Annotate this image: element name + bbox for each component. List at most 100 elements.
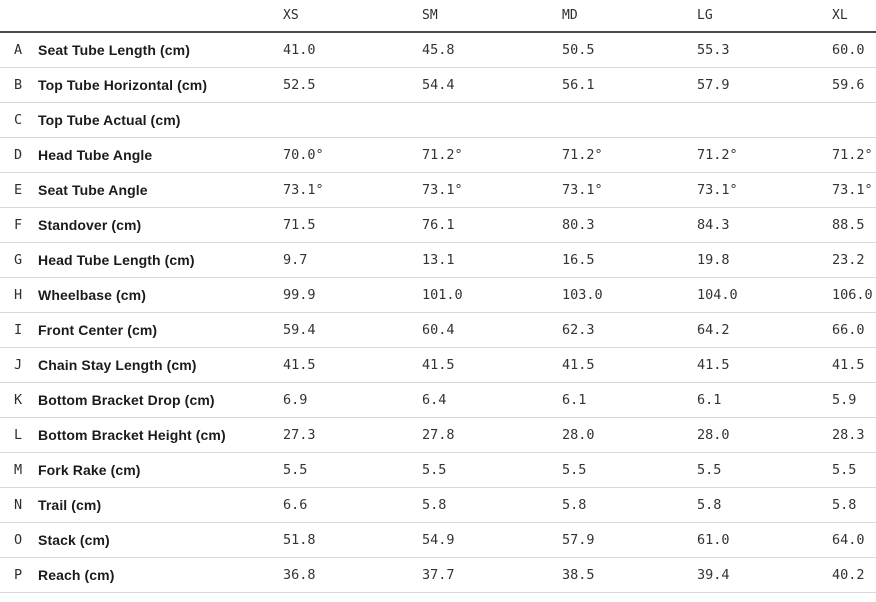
cell-value: 57.9 [562,532,595,548]
cell-value: 57.9 [697,77,730,93]
cell-value: 23.2 [832,252,865,268]
row-label: Head Tube Angle [38,147,153,163]
cell-value: 37.7 [422,567,455,583]
cell-value: 28.0 [697,427,730,443]
row-letter: O [14,532,23,548]
cell-value: 5.9 [832,392,857,408]
column-header-xs: XS [283,8,299,23]
table-row: E Seat Tube Angle 73.1° 73.1° 73.1° 73.1° 73.1… [0,173,876,208]
cell-value: 101.0 [422,287,463,303]
cell-value: 99.9 [283,287,316,303]
column-header-sm: SM [422,8,438,23]
row-letter: G [14,252,23,268]
cell-value: 41.5 [832,357,865,373]
row-label: Stack (cm) [38,532,110,548]
cell-value: 73.1° [832,182,873,198]
row-label: Fork Rake (cm) [38,462,141,478]
row-letter: F [14,217,23,233]
cell-value: 39.4 [697,567,730,583]
table-row: H Wheelbase (cm) 99.9 101.0 103.0 104.0 106.0 [0,278,876,313]
cell-value: 5.8 [562,497,587,513]
cell-value: 60.4 [422,322,455,338]
row-letter: J [14,357,23,373]
cell-value: 71.2° [832,147,873,163]
table-row: I Front Center (cm) 59.4 60.4 62.3 64.2 66.0 [0,313,876,348]
row-label: Bottom Bracket Drop (cm) [38,392,215,408]
cell-value: 41.5 [422,357,455,373]
cell-value: 64.2 [697,322,730,338]
table-row: C Top Tube Actual (cm) [0,103,876,138]
table-row: L Bottom Bracket Height (cm) 27.3 27.8 28.0 2… [0,418,876,453]
table-row: M Fork Rake (cm) 5.5 5.5 5.5 5.5 5.5 [0,453,876,488]
row-letter: A [14,42,23,58]
cell-value: 5.8 [832,497,857,513]
cell-value: 106.0 [832,287,873,303]
cell-value: 71.5 [283,217,316,233]
cell-value: 54.4 [422,77,455,93]
cell-value: 104.0 [697,287,738,303]
row-letter: M [14,462,23,478]
cell-value: 73.1° [697,182,738,198]
row-label: Bottom Bracket Height (cm) [38,427,226,443]
cell-value: 5.5 [283,462,308,478]
cell-value: 41.0 [283,42,316,58]
row-letter: L [14,427,23,443]
cell-value: 13.1 [422,252,455,268]
cell-value: 59.4 [283,322,316,338]
cell-value: 6.6 [283,497,308,513]
cell-value: 71.2° [697,147,738,163]
row-letter: K [14,392,23,408]
cell-value: 73.1° [562,182,603,198]
row-label: Seat Tube Length (cm) [38,42,190,58]
cell-value: 27.8 [422,427,455,443]
table-row: D Head Tube Angle 70.0° 71.2° 71.2° 71.2° 71.2… [0,138,876,173]
cell-value: 16.5 [562,252,595,268]
row-letter: N [14,497,23,513]
row-label: Standover (cm) [38,217,142,233]
cell-value: 5.5 [832,462,857,478]
cell-value: 59.6 [832,77,865,93]
row-label: Chain Stay Length (cm) [38,357,197,373]
table-row: P Reach (cm) 36.8 37.7 38.5 39.4 40.2 [0,558,876,593]
row-letter: D [14,147,23,163]
cell-value: 5.5 [422,462,447,478]
row-label: Top Tube Horizontal (cm) [38,77,208,93]
row-label: Top Tube Actual (cm) [38,112,181,128]
row-label: Trail (cm) [38,497,102,513]
cell-value: 5.8 [697,497,722,513]
cell-value: 5.8 [422,497,447,513]
table-row: K Bottom Bracket Drop (cm) 6.9 6.4 6.1 6.1 5.9 [0,383,876,418]
cell-value: 60.0 [832,42,865,58]
cell-value: 66.0 [832,322,865,338]
row-label: Wheelbase (cm) [38,287,146,303]
cell-value: 50.5 [562,42,595,58]
cell-value: 76.1 [422,217,455,233]
cell-value: 55.3 [697,42,730,58]
cell-value: 54.9 [422,532,455,548]
cell-value: 6.9 [283,392,308,408]
cell-value: 71.2° [422,147,463,163]
cell-value: 36.8 [283,567,316,583]
row-label: Front Center (cm) [38,322,158,338]
cell-value: 28.3 [832,427,865,443]
cell-value: 88.5 [832,217,865,233]
row-label: Reach (cm) [38,567,115,583]
cell-value: 70.0° [283,147,324,163]
cell-value: 41.5 [283,357,316,373]
row-letter: E [14,182,23,198]
table-body: A Seat Tube Length (cm) 41.0 45.8 50.5 55.3 60… [0,33,876,593]
cell-value: 73.1° [422,182,463,198]
cell-value: 41.5 [697,357,730,373]
row-letter: H [14,287,23,303]
row-label: Seat Tube Angle [38,182,148,198]
cell-value: 40.2 [832,567,865,583]
table-header-row: XS SM MD LG XL [0,0,876,33]
cell-value: 6.1 [562,392,587,408]
row-letter: I [14,322,23,338]
row-letter: B [14,77,23,93]
column-header-xl: XL [832,8,848,23]
row-letter: C [14,112,23,128]
table-row: J Chain Stay Length (cm) 41.5 41.5 41.5 41.5 4… [0,348,876,383]
cell-value: 6.1 [697,392,722,408]
